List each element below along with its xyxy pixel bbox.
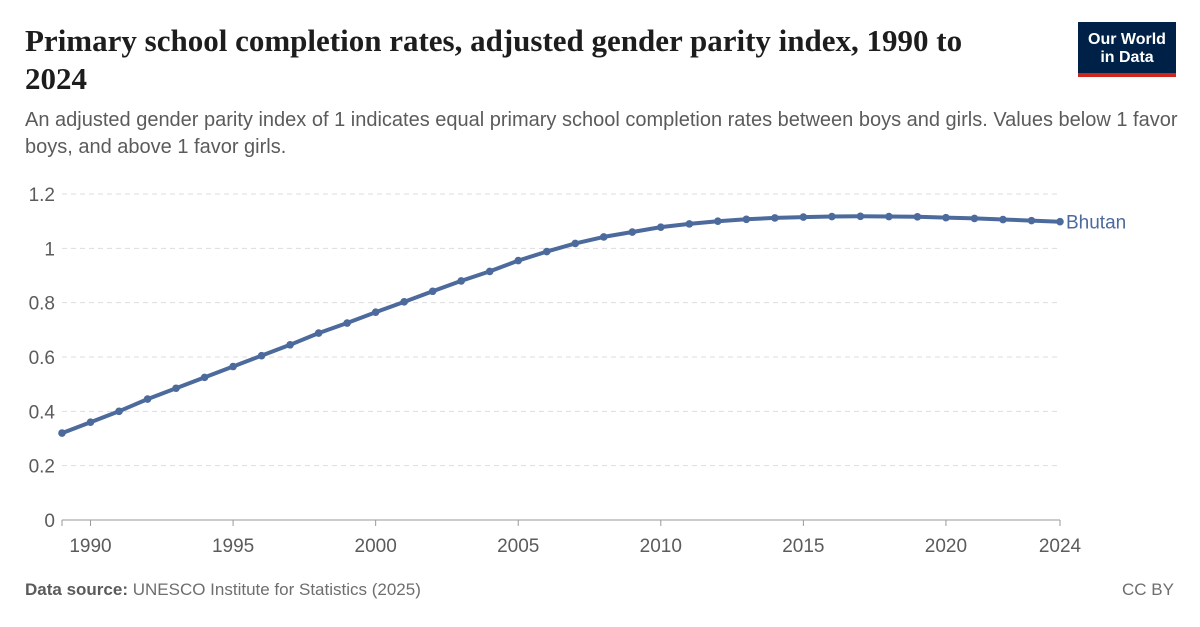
y-tick-label: 1.2 — [29, 185, 55, 206]
data-point — [999, 215, 1007, 224]
data-point — [229, 362, 237, 371]
data-point — [514, 256, 523, 265]
logo-line-1: Our World — [1088, 31, 1166, 48]
data-point — [428, 287, 437, 296]
data-point — [314, 329, 323, 337]
grid-layer — [62, 193, 1060, 467]
x-tick-label: 1990 — [69, 536, 111, 557]
logo-line-2: in Data — [1100, 49, 1154, 66]
data-point — [286, 340, 294, 349]
data-point — [86, 418, 95, 427]
x-tick-label: 2010 — [640, 536, 682, 557]
data-point — [257, 351, 266, 360]
data-point — [400, 298, 408, 306]
data-point — [885, 212, 893, 221]
x-tick-label: 2005 — [497, 536, 539, 557]
data-point — [1027, 216, 1036, 225]
data-point — [970, 214, 979, 223]
y-tick-label: 0.8 — [29, 294, 55, 315]
data-point — [685, 220, 694, 228]
chart-title: Primary school completion rates, adjuste… — [25, 23, 963, 96]
data-point — [771, 214, 779, 222]
data-point — [628, 228, 637, 236]
data-point — [913, 213, 922, 221]
data-point — [1056, 217, 1064, 226]
data-point — [714, 217, 722, 225]
data-source: Data source: UNESCO Institute for Statis… — [25, 580, 421, 600]
y-tick-label: 0.2 — [29, 457, 55, 478]
x-tick-label: 2020 — [925, 536, 967, 557]
data-point — [457, 277, 466, 285]
license-link[interactable]: CC BY — [1122, 580, 1174, 599]
logo-accent-bar — [1078, 73, 1176, 77]
data-point — [742, 215, 751, 224]
y-tick-label: 0.6 — [29, 348, 55, 369]
data-point — [200, 373, 209, 382]
data-point — [115, 407, 123, 416]
data-point — [485, 267, 494, 276]
x-tick-label: 2015 — [782, 536, 824, 557]
data-point — [657, 223, 665, 231]
data-source-link[interactable]: UNESCO Institute for Statistics (2025) — [132, 580, 421, 599]
y-tick-label: 0.4 — [29, 402, 56, 423]
data-point — [172, 384, 180, 393]
data-point — [143, 395, 152, 403]
x-tick-label: 2024 — [1039, 536, 1082, 557]
data-point — [571, 239, 580, 248]
owid-logo[interactable]: Our World in Data — [1078, 22, 1176, 77]
y-tick-label: 0 — [44, 511, 55, 532]
data-source-label: Data source: — [25, 580, 128, 599]
data-point — [828, 212, 836, 221]
series-layer: Bhutan — [58, 212, 1126, 437]
data-point — [599, 233, 608, 241]
data-point — [343, 319, 351, 327]
chart-subtitle: An adjusted gender parity index of 1 ind… — [25, 109, 1178, 158]
x-tick-label: 1995 — [212, 536, 254, 557]
y-tick-label: 1 — [44, 239, 55, 260]
data-point — [856, 212, 865, 221]
series-label: Bhutan — [1066, 213, 1126, 234]
data-point — [542, 247, 551, 256]
data-point — [799, 213, 808, 221]
data-point — [942, 213, 950, 222]
x-tick-label: 2000 — [355, 536, 397, 557]
series-line-bhutan — [60, 214, 1062, 436]
axis-layer: 0 0.2 0.4 0.6 0.8 1 1.2 1990 1995 2000 2005 2010 201… — [29, 185, 1082, 557]
data-point — [371, 308, 380, 316]
data-point — [58, 429, 66, 437]
